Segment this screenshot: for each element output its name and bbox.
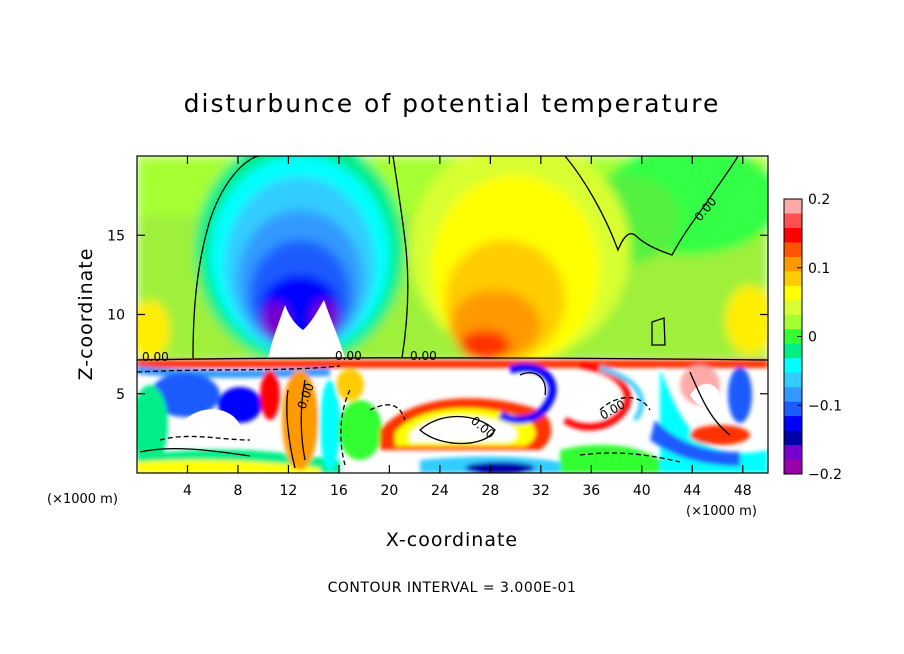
colorbar-tick-label: −0.2 <box>808 467 842 483</box>
colorbar-tick-label: 0.1 <box>808 261 830 277</box>
colorbar-swatch <box>784 445 802 461</box>
x-tick-label: 12 <box>280 483 298 499</box>
colorbar-swatch <box>784 401 802 417</box>
x-unit-left: (×1000 m) <box>47 492 118 507</box>
contour-interval-note: CONTOUR INTERVAL = 3.000E-01 <box>328 580 577 596</box>
y-tick-label: 15 <box>107 228 125 244</box>
colorbar-swatch <box>784 300 802 316</box>
colorbar-tick-label: −0.1 <box>808 398 842 414</box>
y-axis-label: Z-coordinate <box>75 248 97 381</box>
colorbar-swatch <box>784 271 802 287</box>
x-tick-label: 48 <box>734 483 752 499</box>
colorbar-swatch <box>784 387 802 403</box>
x-tick-label: 40 <box>633 483 651 499</box>
chart-title: disturbunce of potential temperature <box>184 89 721 118</box>
x-tick-label: 24 <box>431 483 449 499</box>
colorbar-swatch <box>784 372 802 388</box>
colorbar-tick-label: 0 <box>808 330 817 346</box>
warm-tongue <box>268 300 345 358</box>
colorbar-swatch <box>784 285 802 301</box>
x-tick-label: 44 <box>683 483 701 499</box>
contour-label: 0.00 <box>335 349 362 363</box>
x-tick-label: 32 <box>532 483 550 499</box>
colorbar-swatch <box>784 459 802 475</box>
x-tick-label: 16 <box>330 483 348 499</box>
colorbar-ticks: 0.2 0.1 0 −0.1 −0.2 <box>797 192 842 483</box>
x-unit-right: (×1000 m) <box>686 504 757 519</box>
colorbar-swatch <box>784 314 802 330</box>
colorbar-swatch <box>784 256 802 272</box>
colorbar-swatch <box>784 213 802 229</box>
colorbar-tick-label: 0.2 <box>808 192 830 208</box>
plot-area: 0.00 0.00 0.00 0.00 0.00 0.00 0.00 <box>137 156 768 473</box>
x-tick-label: 4 <box>183 483 192 499</box>
contour-lines <box>137 156 768 469</box>
x-tick-label: 28 <box>481 483 499 499</box>
colorbar <box>783 198 803 475</box>
x-tick-label: 8 <box>233 483 242 499</box>
contour-label: 0.00 <box>410 349 437 363</box>
colorbar-swatch <box>784 343 802 359</box>
colorbar-swatch <box>784 416 802 432</box>
colorbar-swatch <box>784 430 802 446</box>
x-axis-ticks: 4 8 12 16 20 24 28 32 36 40 44 48 <box>183 156 752 499</box>
lower-field <box>137 360 768 473</box>
colorbar-swatch <box>784 242 802 258</box>
colorbar-swatch <box>784 199 802 214</box>
x-tick-label: 36 <box>582 483 600 499</box>
upper-field <box>137 156 768 365</box>
y-tick-label: 5 <box>116 387 125 403</box>
x-axis-label: X-coordinate <box>386 529 518 551</box>
y-tick-label: 10 <box>107 308 125 324</box>
colorbar-swatch <box>784 329 802 345</box>
colorbar-swatch <box>784 227 802 243</box>
contour-label: 0.00 <box>142 350 169 364</box>
colorbar-swatch <box>784 358 802 374</box>
y-axis-ticks: 5 10 15 <box>107 228 768 403</box>
x-tick-label: 20 <box>380 483 398 499</box>
